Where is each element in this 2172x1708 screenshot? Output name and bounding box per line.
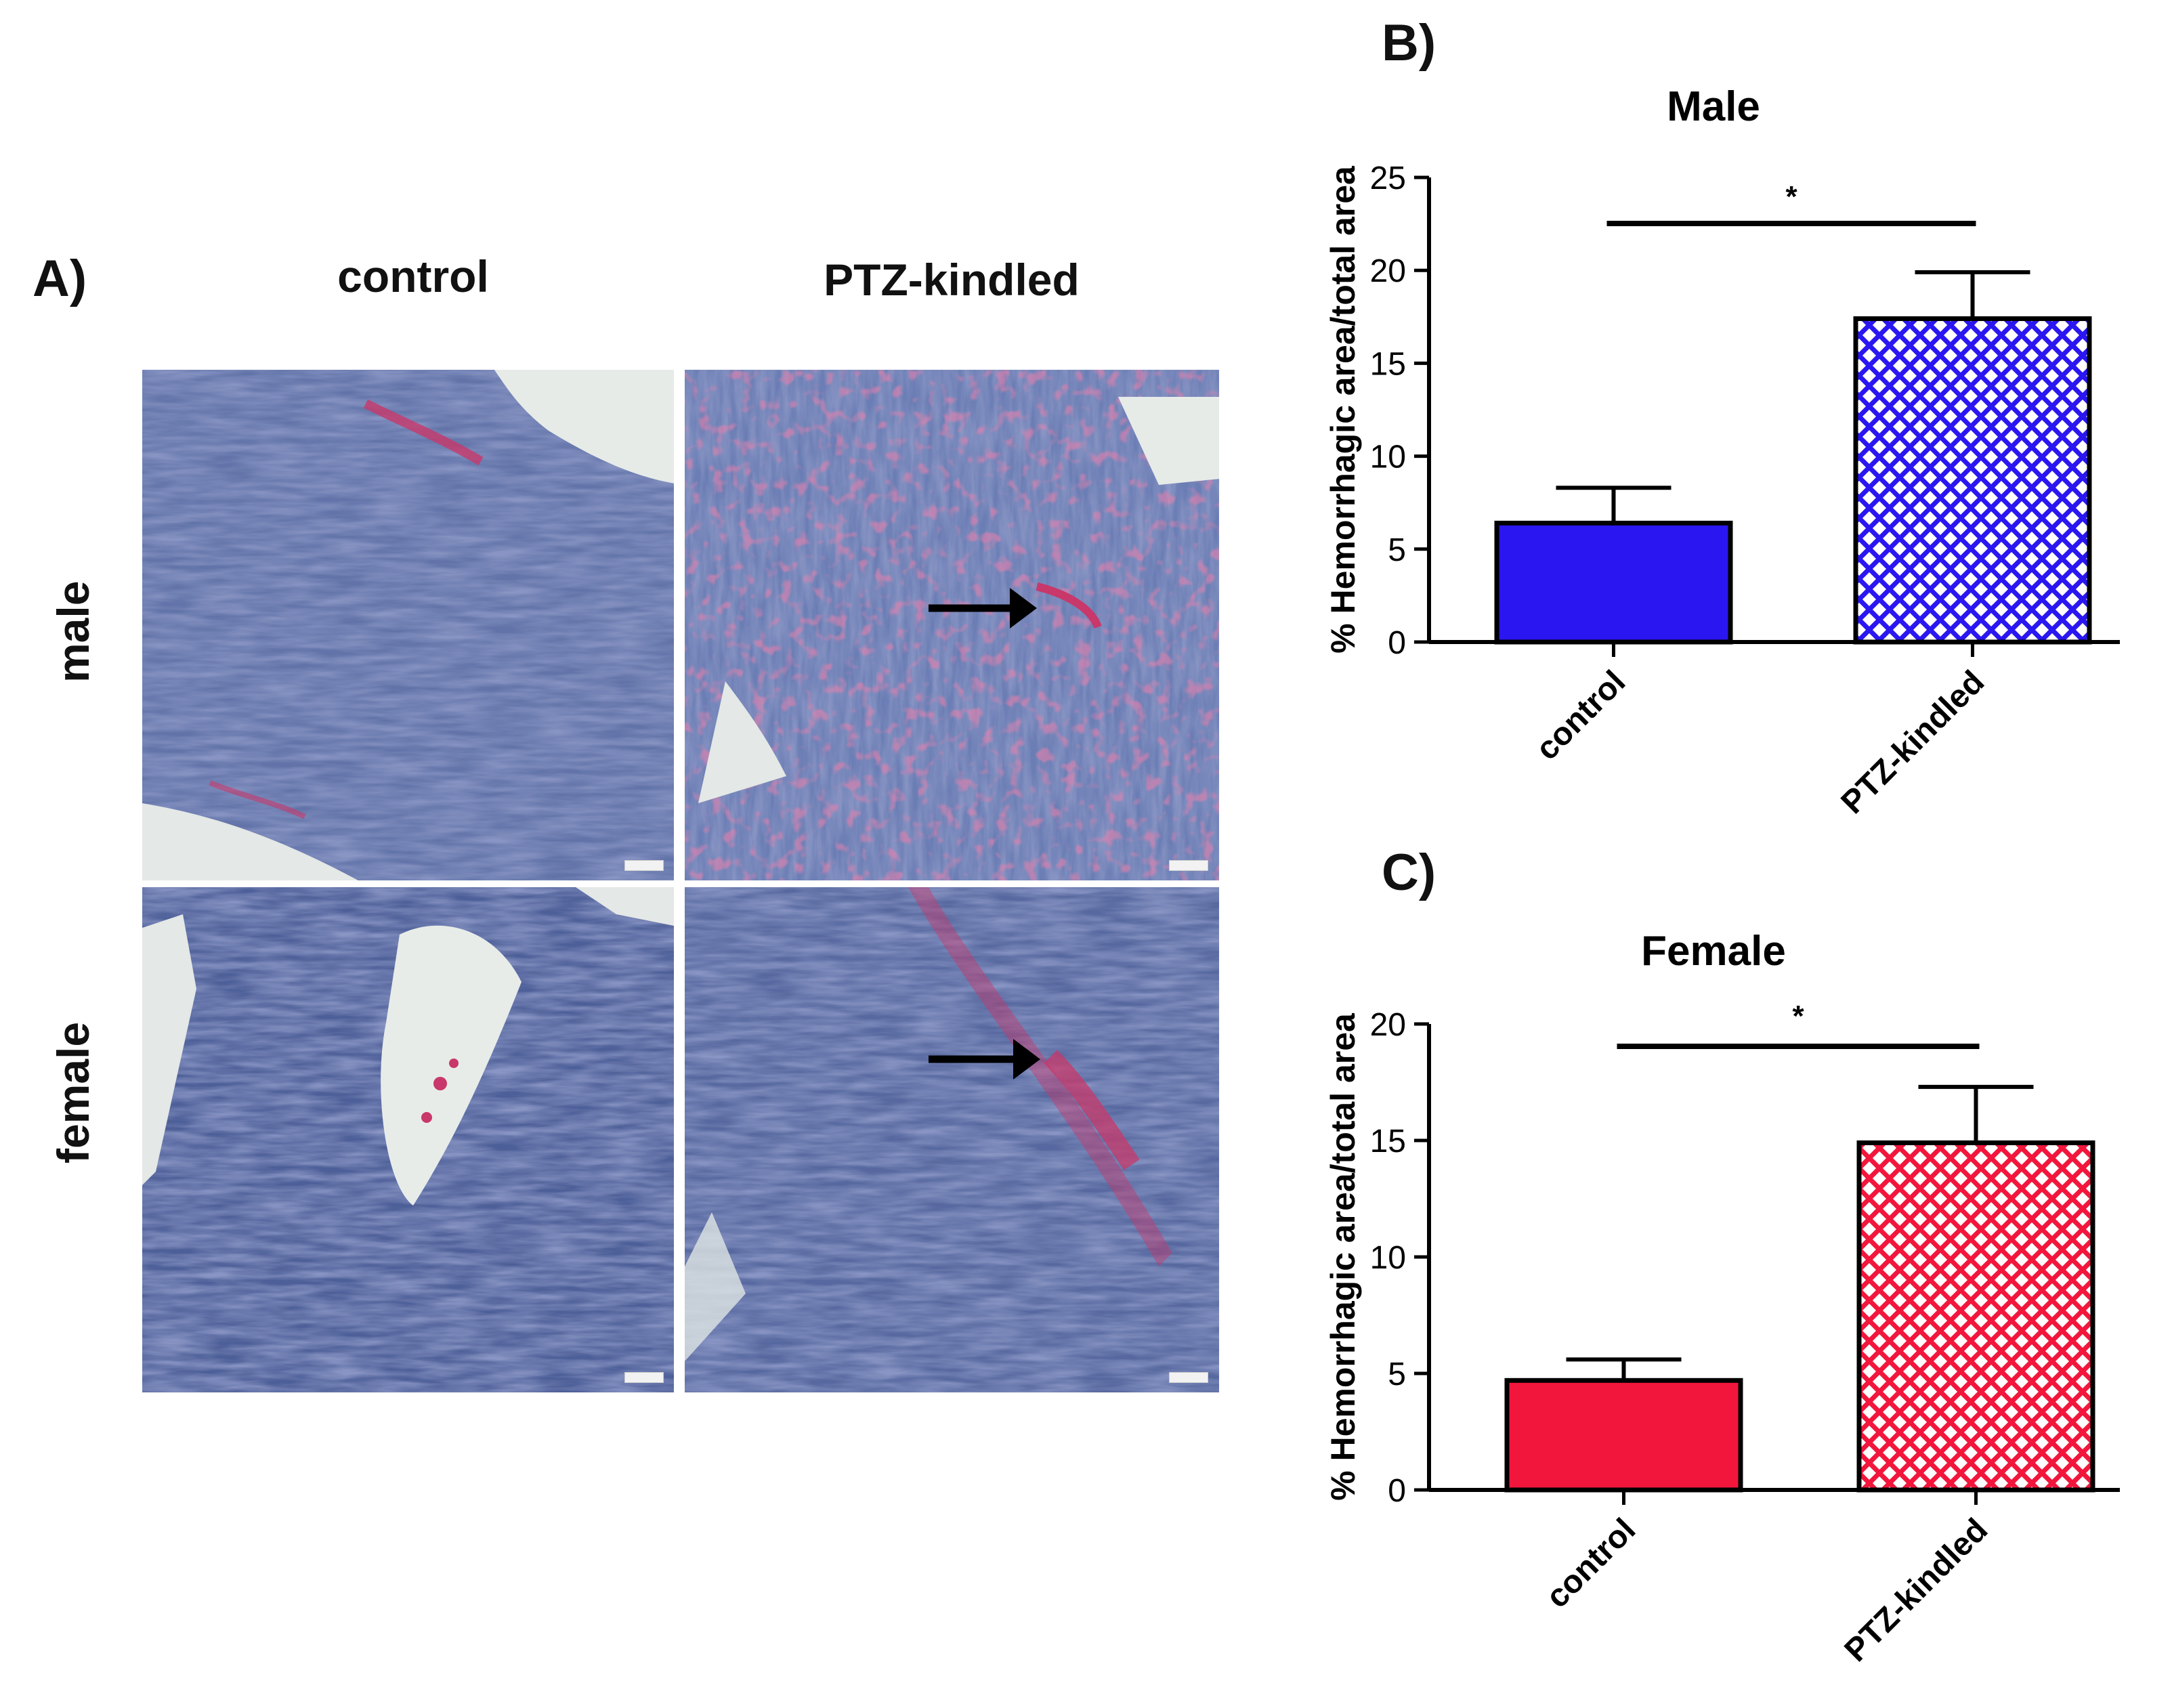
micrograph-female-ptz-kindled <box>685 887 1219 1392</box>
bar-control <box>1494 520 1733 645</box>
panel-c-letter: C) <box>1382 844 1436 901</box>
scale-bar <box>624 860 664 871</box>
arrow-icon <box>929 588 1037 628</box>
y-tick-label: 20 <box>1370 253 1406 289</box>
scale-bar <box>624 1372 664 1383</box>
micrograph-male-control-drawing <box>142 370 674 880</box>
y-tick-label: 0 <box>1388 1473 1406 1509</box>
chart-title: Male <box>1667 83 1760 130</box>
y-tick-label: 5 <box>1388 532 1406 568</box>
y-axis-label: % Hemorrhagic area/total area <box>1324 1012 1362 1501</box>
bar-ptz-kindled <box>1856 1140 2095 1493</box>
panel-b-letter: B) <box>1382 14 1436 72</box>
column-header-control: control <box>337 251 489 301</box>
micrograph-male-ptz-kindled <box>685 370 1219 880</box>
bar-control <box>1504 1378 1743 1493</box>
y-tick-label: 25 <box>1370 161 1406 196</box>
row-header-female: female <box>48 1021 98 1163</box>
row-header-male: male <box>48 580 98 683</box>
chart-title: Female <box>1641 928 1786 975</box>
x-tick-label: PTZ-kindled <box>1835 664 1992 821</box>
y-tick-label: 10 <box>1370 1240 1406 1276</box>
arrow-icon <box>929 1039 1040 1080</box>
y-tick-label: 15 <box>1370 1124 1406 1159</box>
scale-bar <box>1169 1372 1208 1383</box>
scale-bar <box>1169 860 1208 871</box>
x-tick-label: control <box>1539 1512 1642 1615</box>
y-tick-label: 10 <box>1370 440 1406 475</box>
y-tick-label: 5 <box>1388 1357 1406 1392</box>
micrograph-male-control <box>142 370 674 880</box>
x-tick-label: PTZ-kindled <box>1838 1512 1995 1669</box>
y-tick-label: 20 <box>1370 1007 1406 1043</box>
micrograph-female-control-drawing <box>142 887 674 1392</box>
panel-a-letter: A) <box>33 250 87 307</box>
significance-star: * <box>1792 1000 1804 1033</box>
column-header-ptz-kindled: PTZ-kindled <box>824 255 1080 305</box>
significance-star: * <box>1785 180 1797 213</box>
y-tick-label: 0 <box>1388 625 1406 661</box>
y-axis-label: % Hemorrhagic area/total area <box>1324 165 1362 654</box>
x-tick-label: control <box>1529 664 1632 767</box>
micrograph-female-control <box>142 887 674 1392</box>
bar-ptz-kindled <box>1853 316 2092 645</box>
y-tick-label: 15 <box>1370 346 1406 382</box>
